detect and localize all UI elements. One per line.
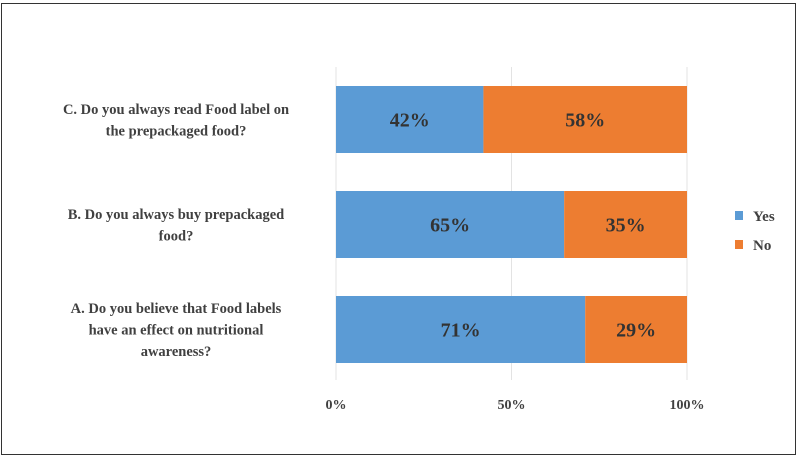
bar-yes (336, 296, 586, 363)
x-tick-label: 50% (498, 398, 526, 413)
x-tick-label: 100% (670, 398, 705, 413)
data-label: 71% (441, 320, 481, 342)
bar-no (564, 191, 687, 258)
data-label: 58% (565, 110, 605, 132)
data-label: 35% (606, 215, 646, 237)
category-label: the prepackaged food? (106, 123, 247, 139)
data-label: 42% (390, 110, 430, 132)
category-label: B. Do you always buy prepackaged (68, 207, 284, 223)
bar-no (483, 86, 687, 153)
category-label: have an effect on nutritional (89, 323, 264, 339)
legend-label-yes: Yes (753, 209, 775, 225)
legend-label-no: No (753, 238, 771, 254)
bar-yes (336, 191, 565, 258)
data-label: 65% (430, 215, 470, 237)
category-label: C. Do you always read Food label on (63, 102, 289, 118)
legend-swatch-yes (735, 211, 743, 220)
x-tick-label: 0% (326, 398, 347, 413)
data-label: 29% (616, 320, 656, 342)
category-label: awareness? (141, 344, 212, 360)
category-label: A. Do you believe that Food labels (71, 301, 282, 317)
bar-yes (336, 86, 484, 153)
category-label: food? (159, 228, 194, 244)
bar-no (585, 296, 687, 363)
chart-frame (1, 3, 796, 455)
legend-swatch-no (735, 240, 743, 249)
